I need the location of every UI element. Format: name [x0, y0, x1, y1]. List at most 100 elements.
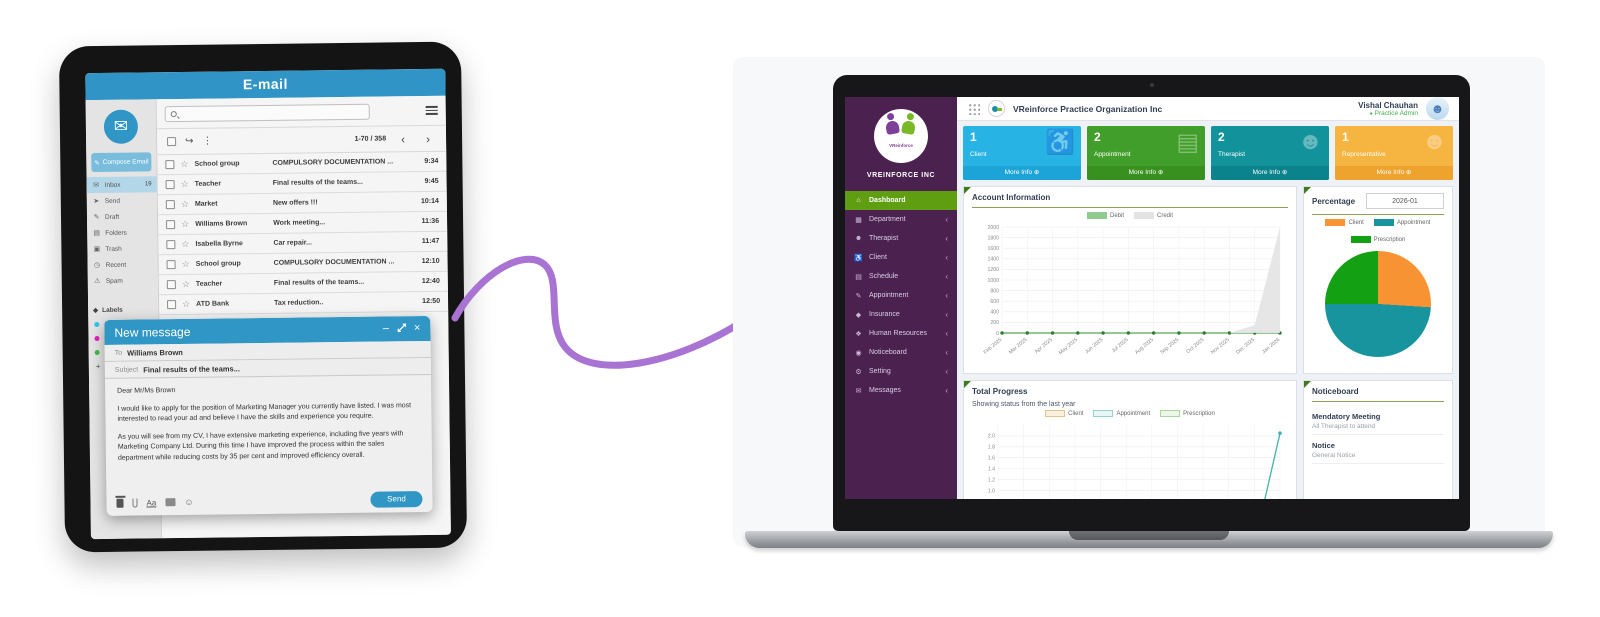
- sidebar-item-setting[interactable]: ⚙ Setting ‹: [855, 367, 948, 376]
- send-button[interactable]: Send: [370, 491, 423, 508]
- legend-swatch: [1134, 212, 1154, 219]
- emoji-icon[interactable]: ☺: [184, 496, 194, 507]
- attachment-icon[interactable]: [132, 498, 138, 508]
- legend-swatch: [1160, 410, 1181, 417]
- star-icon[interactable]: ☆: [180, 178, 189, 189]
- star-icon[interactable]: ☆: [182, 298, 191, 309]
- org-title: VReinforce Practice Organization Inc: [1013, 103, 1163, 114]
- row-checkbox[interactable]: [165, 160, 175, 170]
- more-info-button[interactable]: More Info: [1211, 166, 1329, 180]
- label-color-dot: [94, 321, 100, 327]
- svg-text:1200: 1200: [987, 267, 999, 273]
- row-checkbox[interactable]: [165, 200, 175, 210]
- compose-email-button[interactable]: ✎ Compose Email: [91, 152, 152, 173]
- mail-folder-recent[interactable]: ◷ Recent: [93, 261, 127, 270]
- app-grid-icon[interactable]: [967, 102, 980, 115]
- sidebar-item-human-resources[interactable]: ❖ Human Resources ‹: [855, 329, 948, 338]
- search-icon: [170, 110, 177, 117]
- laptop-screen: VReinforce VREINFORCE INC ⌂ Dashboard ▦ …: [845, 97, 1459, 499]
- star-icon[interactable]: ☆: [181, 218, 190, 229]
- panel-subtitle: Showing status from the last year: [972, 401, 1076, 408]
- svg-text:2000: 2000: [987, 225, 999, 231]
- sidebar-item-department[interactable]: ▦ Department ‹: [855, 215, 948, 224]
- star-icon[interactable]: ☆: [181, 278, 190, 289]
- row-checkbox[interactable]: [166, 220, 176, 230]
- period-input[interactable]: [1366, 193, 1444, 209]
- star-icon[interactable]: ☆: [181, 238, 190, 249]
- select-all-checkbox[interactable]: [167, 137, 177, 147]
- mail-folder-trash[interactable]: ▣ Trash: [93, 245, 122, 254]
- legend-item: Prescription: [1350, 236, 1405, 243]
- more-info-button[interactable]: More Info: [1335, 166, 1453, 180]
- svg-text:Nov 2025: Nov 2025: [1210, 337, 1231, 356]
- mail-folder-send[interactable]: ➤ Send: [93, 197, 121, 206]
- chevron-left-icon: ‹: [945, 291, 948, 300]
- svg-text:1400: 1400: [987, 257, 999, 263]
- forward-icon[interactable]: ↪: [185, 135, 194, 147]
- sidebar-item-insurance[interactable]: ◆ Insurance ‹: [855, 310, 948, 319]
- more-options-icon[interactable]: ⋮: [202, 135, 213, 147]
- svg-text:1.6: 1.6: [988, 456, 995, 462]
- legend-item: Prescription: [1160, 410, 1215, 417]
- legend-swatch: [1325, 219, 1346, 226]
- stat-card-icon: ♿: [1045, 129, 1075, 156]
- row-checkbox[interactable]: [166, 280, 176, 290]
- star-icon[interactable]: ☆: [180, 198, 189, 209]
- to-label: To: [114, 349, 123, 357]
- notice-item[interactable]: Notice General Notice: [1312, 435, 1444, 464]
- webcam-dot: [1149, 83, 1154, 87]
- notice-item[interactable]: Mendatory Meeting All Therapist to atten…: [1312, 406, 1444, 435]
- sidebar-item-client[interactable]: ♿ Client ‹: [854, 253, 948, 262]
- trash-icon[interactable]: [116, 498, 124, 508]
- chevron-left-icon: ‹: [945, 329, 948, 338]
- sidebar-item-noticeboard[interactable]: ◉ Noticeboard ‹: [855, 348, 948, 357]
- vreinforce-logo: VReinforce: [874, 109, 928, 163]
- search-bar[interactable]: [164, 103, 370, 122]
- star-icon[interactable]: ☆: [181, 258, 190, 269]
- svg-text:2.0: 2.0: [988, 434, 995, 440]
- close-icon[interactable]: ×: [413, 322, 421, 335]
- email-row[interactable]: ☆ ATD Bank Tax reduction.. 12:50: [158, 291, 449, 316]
- prev-page-icon[interactable]: ‹: [400, 131, 406, 146]
- svg-text:1.0: 1.0: [988, 488, 995, 494]
- noticeboard-panel: Noticeboard Mendatory Meeting All Therap…: [1303, 380, 1453, 499]
- avatar[interactable]: ☻: [1426, 97, 1449, 120]
- sidebar-item-messages[interactable]: ✉ Messages ‹: [855, 386, 948, 395]
- to-field[interactable]: Williams Brown: [127, 347, 183, 358]
- search-input[interactable]: [176, 106, 364, 119]
- more-info-button[interactable]: More Info: [1087, 166, 1205, 180]
- svg-text:1000: 1000: [987, 278, 999, 284]
- user-role-badge: Practice Admin: [1358, 110, 1418, 117]
- sidebar-item-therapist[interactable]: ☻ Therapist ‹: [854, 234, 948, 243]
- row-checkbox[interactable]: [167, 300, 177, 310]
- svg-text:Aug 2025: Aug 2025: [1134, 337, 1155, 356]
- more-info-button[interactable]: More Info: [963, 166, 1081, 180]
- row-checkbox[interactable]: [165, 180, 175, 190]
- mail-folder-spam[interactable]: ⚠ Spam: [94, 277, 123, 286]
- subject-field[interactable]: Final results of the teams...: [143, 363, 240, 374]
- mail-folder-draft[interactable]: ✎ Draft: [93, 213, 120, 222]
- mail-app-logo: ✉: [103, 109, 139, 144]
- mail-folder-folders[interactable]: ▤ Folders: [93, 229, 127, 238]
- sidebar-item-dashboard[interactable]: ⌂ Dashboard: [845, 191, 957, 210]
- sidebar-item-schedule[interactable]: ▤ Schedule ‹: [855, 272, 948, 281]
- stat-card-client: 1 Client ♿ More Info: [963, 126, 1081, 180]
- insert-image-icon[interactable]: [165, 498, 176, 507]
- star-icon[interactable]: ☆: [180, 158, 189, 169]
- svg-text:Apr 2025: Apr 2025: [1034, 337, 1054, 355]
- format-text-icon[interactable]: Aa: [146, 497, 157, 507]
- brand-name: VREINFORCE INC: [866, 172, 936, 179]
- label-color-dot: [94, 335, 100, 341]
- minimize-icon[interactable]: –: [382, 322, 390, 335]
- sidebar-item-appointment[interactable]: ✎ Appointment ‹: [855, 291, 948, 300]
- row-checkbox[interactable]: [166, 240, 176, 250]
- expand-icon[interactable]: [397, 323, 406, 335]
- message-body[interactable]: Dear Mr/Ms Brown I would like to apply fo…: [117, 387, 412, 462]
- chevron-left-icon: ‹: [945, 215, 948, 224]
- stat-card-appointment: 2 Appointment ▤ More Info: [1087, 126, 1205, 180]
- tag-icon: ◆: [93, 307, 99, 315]
- menu-icon[interactable]: [425, 106, 438, 115]
- mail-folder-inbox[interactable]: ✉ Inbox 19: [86, 176, 157, 194]
- row-checkbox[interactable]: [166, 260, 176, 270]
- next-page-icon[interactable]: ›: [425, 131, 431, 146]
